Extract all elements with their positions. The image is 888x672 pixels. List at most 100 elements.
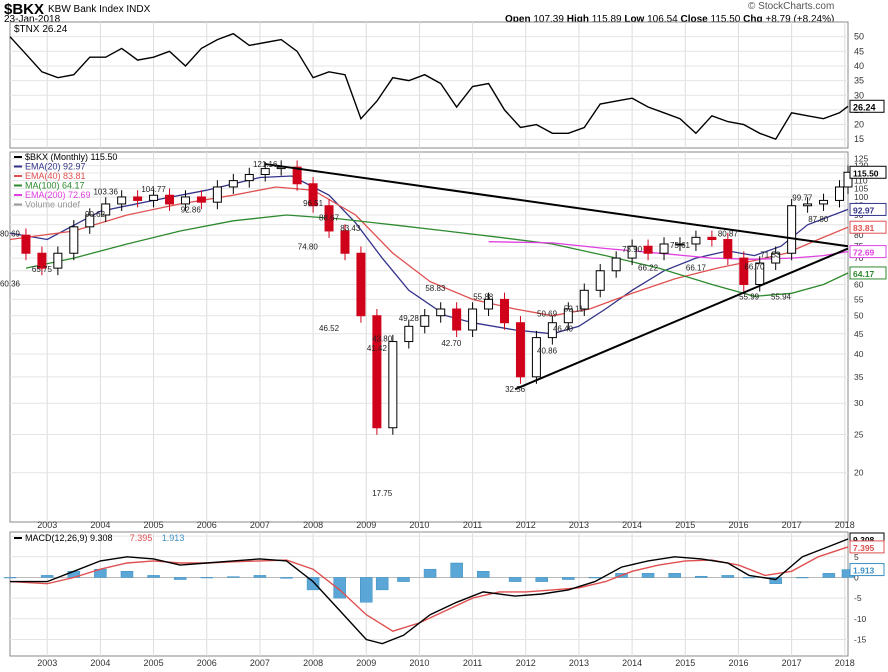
candle-body [755, 262, 765, 285]
candle-body [515, 322, 525, 378]
price-annotation: 96.51 [303, 199, 324, 208]
price-y-tick-label: 125 [854, 154, 868, 164]
x-tick-label-bottom: 2010 [409, 658, 429, 668]
price-y-tick-label: 120 [854, 161, 868, 171]
price-y-tick-label: 105 [854, 184, 868, 194]
x-tick-label-bottom: 2003 [37, 658, 57, 668]
macd-histogram-bar [694, 575, 708, 578]
price-annotation: 75.61 [670, 241, 691, 250]
macd-legend-item: MACD(12,26,9) 9.308 [25, 533, 113, 543]
price-annotation: 41.42 [367, 344, 388, 353]
price-right-label: 83.81 [853, 223, 875, 233]
price-legend-item: EMA(20) 92.97 [25, 162, 86, 172]
price-annotation: 104.77 [141, 185, 166, 194]
price-right-label: 92.97 [853, 205, 875, 215]
x-tick-label-mid: 2007 [250, 520, 270, 530]
macd-histogram-bar [147, 575, 160, 578]
price-annotation: 92.86 [181, 206, 202, 215]
candle-body [843, 171, 853, 188]
price-y-tick-label: 60 [854, 279, 864, 289]
macd-histogram-bar [721, 575, 735, 578]
price-y-tick-label: 35 [854, 372, 864, 382]
x-tick-label-bottom: 2004 [90, 658, 110, 668]
x-tick-label-bottom: 2006 [197, 658, 217, 668]
macd-histogram-bar [588, 577, 602, 579]
price-annotation: 32.56 [505, 385, 526, 394]
candle-body [595, 270, 605, 291]
x-tick-label-mid: 2005 [144, 520, 164, 530]
candle-body [420, 315, 430, 327]
open-label: Open [505, 14, 531, 25]
x-tick-label-mid: 2004 [90, 520, 110, 530]
macd-histogram-bar [641, 573, 655, 578]
tnx-last-value: 26.24 [853, 102, 876, 112]
trendline [514, 247, 849, 391]
tnx-y-tick-label: 45 [854, 46, 864, 56]
x-tick-label-bottom: 2015 [675, 658, 695, 668]
candle-body [803, 203, 813, 207]
price-right-label-box [849, 245, 887, 259]
candle-body [340, 230, 350, 254]
candle-body [117, 196, 127, 205]
macd-right-label-box [849, 540, 885, 554]
candle-body [500, 298, 510, 324]
x-tick-label-bottom: 2014 [622, 658, 642, 668]
candle-body [468, 308, 478, 331]
candle-body [723, 239, 733, 259]
price-annotation: 58.83 [425, 284, 446, 293]
macd-histogram-bar [796, 577, 809, 579]
price-y-tick-label: 40 [854, 349, 864, 359]
macd-histogram-bar [173, 577, 187, 580]
tnx-y-tick-label: 50 [854, 32, 864, 42]
price-y-tick-label: 110 [854, 176, 868, 186]
price-annotation: 50.69 [537, 309, 558, 318]
candle-body [292, 166, 302, 185]
macd-y-tick-label: -15 [854, 634, 867, 644]
high-value: 115.89 [591, 14, 622, 25]
price-annotation: 99.77 [792, 193, 813, 202]
x-tick-label-mid: 2008 [303, 520, 323, 530]
x-tick-label-bottom: 2016 [728, 658, 748, 668]
price-right-label-box [849, 266, 887, 280]
price-annotation: 55.94 [771, 292, 792, 301]
tnx-y-tick-label: 15 [854, 134, 864, 144]
high-label: High [566, 14, 589, 25]
candle-body [21, 234, 31, 254]
macd-histogram-bar [333, 577, 346, 599]
price-annotation: 66.17 [686, 264, 707, 273]
macd-right-label: 9.308 [853, 535, 875, 545]
x-tick-label-bottom: 2013 [569, 658, 589, 668]
candle-body [372, 315, 382, 429]
price-legend-item: EMA(40) 83.81 [25, 171, 86, 181]
price-annotation: 80.87 [718, 229, 739, 238]
macd-histogram-bar [397, 577, 410, 582]
candle-body [69, 226, 79, 254]
price-annotation: 55.99 [739, 292, 760, 301]
price-annotation: 71.53 [760, 250, 781, 259]
x-tick-label-mid: 2016 [728, 520, 748, 530]
candle-body [436, 308, 446, 317]
candle-body [819, 199, 829, 205]
candle-body [611, 257, 621, 272]
price-y-tick-label: 45 [854, 329, 864, 339]
candle-body [627, 245, 637, 259]
chart-date: 23-Jan-2018 [4, 14, 61, 25]
candle-body [324, 205, 334, 232]
price-y-tick-label: 20 [854, 468, 864, 478]
price-y-tick-label: 25 [854, 429, 864, 439]
x-tick-label-mid: 2014 [622, 520, 642, 530]
price-annotation: 55.88 [473, 293, 494, 302]
low-value: 106.54 [647, 14, 678, 25]
macd-histogram-bar [668, 573, 681, 578]
x-tick-label-mid: 2003 [37, 520, 57, 530]
candle-body [196, 196, 206, 203]
price-annotation: 87.80 [808, 215, 829, 224]
price-annotation: 88.67 [319, 214, 340, 223]
price-legend-item: Volume undef [25, 200, 81, 210]
price-y-tick-label: 50 [854, 311, 864, 321]
candle-body [452, 308, 462, 331]
x-tick-label-mid: 2011 [463, 520, 482, 530]
price-legend-item: MA(100) 64.17 [25, 181, 85, 191]
